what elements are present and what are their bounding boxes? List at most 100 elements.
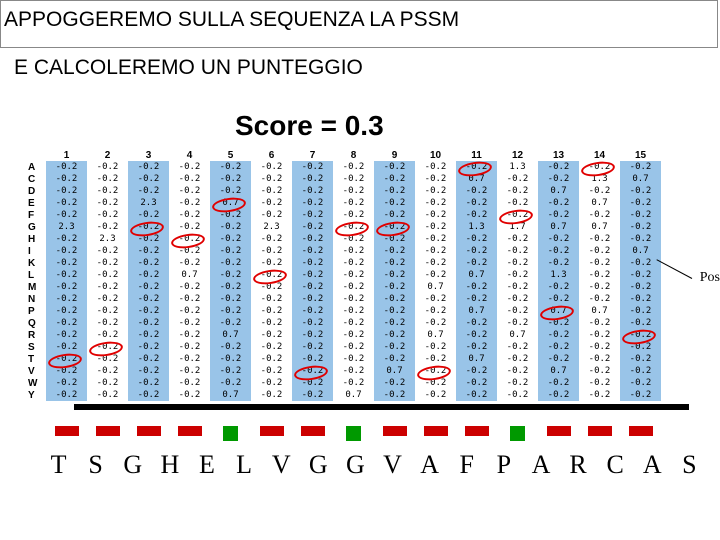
matrix-cell: -0.2	[333, 257, 374, 269]
sequence-letter: A	[522, 450, 559, 480]
matrix-cell: -0.2	[128, 269, 169, 281]
score-label: Score = 0.3	[235, 110, 384, 142]
matrix-cell: -0.2	[251, 245, 292, 257]
matrix-cell: -0.2	[579, 389, 620, 401]
matrix-cell: -0.2	[251, 305, 292, 317]
matrix-row: R-0.2-0.2-0.2-0.20.7-0.2-0.2-0.2-0.20.7-…	[28, 329, 668, 341]
matrix-cell: -0.2	[415, 245, 456, 257]
matrix-cell: -0.2	[620, 293, 661, 305]
matrix-cell: -0.2	[456, 341, 497, 353]
matrix-cell: -0.2	[538, 341, 579, 353]
matrix-cell: -0.2	[333, 317, 374, 329]
col-header: 6	[251, 150, 292, 161]
mark-cell	[579, 426, 620, 441]
matrix-cell: -0.2	[251, 365, 292, 377]
matrix-cell: -0.2	[87, 257, 128, 269]
matrix-cell: 0.7	[538, 365, 579, 377]
matrix-cell: 0.7	[579, 305, 620, 317]
matrix-cell: -0.2	[292, 269, 333, 281]
col-header: 15	[620, 150, 661, 161]
matrix-cell: -0.2	[415, 353, 456, 365]
row-label: P	[28, 306, 46, 317]
col-header: 5	[210, 150, 251, 161]
matrix-cell: -0.2	[538, 377, 579, 389]
matrix-cell: -0.2	[169, 293, 210, 305]
matrix-cell: -0.2	[292, 353, 333, 365]
matrix-cell: -0.2	[169, 329, 210, 341]
matrix-cell: 0.7	[538, 221, 579, 233]
matrix-cell: -0.2	[374, 173, 415, 185]
matrix-row: E-0.2-0.22.3-0.20.7-0.2-0.2-0.2-0.2-0.2-…	[28, 197, 668, 209]
matrix-cell: 0.7	[620, 173, 661, 185]
matrix-row: T-0.2-0.2-0.2-0.2-0.2-0.2-0.2-0.2-0.2-0.…	[28, 353, 668, 365]
row-label: I	[28, 246, 46, 257]
mark-cell	[46, 426, 87, 441]
row-label: M	[28, 282, 46, 293]
matrix-cell: -0.2	[538, 245, 579, 257]
matrix-row: N-0.2-0.2-0.2-0.2-0.2-0.2-0.2-0.2-0.2-0.…	[28, 293, 668, 305]
col-header: 14	[579, 150, 620, 161]
matrix-cell: -0.2	[46, 365, 87, 377]
sequence-letter: S	[671, 450, 708, 480]
matrix-cell: -0.2	[333, 365, 374, 377]
matrix-cell: 1.3	[538, 269, 579, 281]
matrix-cell: -0.2	[497, 209, 538, 221]
matrix-cell: -0.2	[538, 389, 579, 401]
matrix-cell: -0.2	[538, 317, 579, 329]
matrix-cell: -0.2	[169, 185, 210, 197]
matrix-row: M-0.2-0.2-0.2-0.2-0.2-0.2-0.2-0.2-0.20.7…	[28, 281, 668, 293]
sequence-letter: A	[634, 450, 671, 480]
matrix-cell: -0.2	[128, 257, 169, 269]
matrix-cell: -0.2	[497, 185, 538, 197]
sequence-letter: P	[485, 450, 522, 480]
matrix-cell: -0.2	[415, 185, 456, 197]
square-marker	[346, 426, 361, 441]
matrix-cell: -0.2	[251, 185, 292, 197]
row-label: S	[28, 342, 46, 353]
dash-marker	[424, 426, 448, 436]
matrix-cell: -0.2	[456, 317, 497, 329]
matrix-cell: -0.2	[46, 341, 87, 353]
matrix-cell: -0.2	[456, 161, 497, 173]
matrix-cell: -0.2	[333, 281, 374, 293]
matrix-cell: -0.2	[374, 293, 415, 305]
matrix-cell: 2.3	[46, 221, 87, 233]
heading-1: APPOGGEREMO SULLA SEQUENZA LA PSSM	[4, 8, 459, 32]
matrix-cell: -0.2	[292, 245, 333, 257]
matrix-cell: -0.2	[374, 353, 415, 365]
matrix-cell: -0.2	[128, 317, 169, 329]
matrix-cell: -0.2	[251, 293, 292, 305]
matrix-cell: -0.2	[456, 329, 497, 341]
matrix-cell: -0.2	[128, 221, 169, 233]
mark-cell	[169, 426, 210, 441]
row-label: W	[28, 378, 46, 389]
matrix-cell: -0.2	[538, 209, 579, 221]
matrix-cell: -0.2	[128, 353, 169, 365]
row-label: N	[28, 294, 46, 305]
matrix-cell: -0.2	[374, 317, 415, 329]
matrix-cell: -0.2	[46, 233, 87, 245]
matrix-cell: -0.2	[374, 377, 415, 389]
matrix-cell: 2.3	[87, 233, 128, 245]
col-header: 9	[374, 150, 415, 161]
matrix-cell: -0.2	[497, 341, 538, 353]
matrix-cell: -0.2	[333, 173, 374, 185]
matrix-cell: -0.2	[87, 341, 128, 353]
matrix-cell: -0.2	[497, 197, 538, 209]
matrix-cell: -0.2	[374, 185, 415, 197]
col-header: 4	[169, 150, 210, 161]
matrix-cell: -0.2	[415, 209, 456, 221]
matrix-cell: 0.7	[456, 269, 497, 281]
matrix-cell: -0.2	[456, 389, 497, 401]
matrix-cell: -0.2	[497, 173, 538, 185]
matrix-cell: 0.7	[333, 389, 374, 401]
matrix-cell: -0.2	[169, 233, 210, 245]
matrix-cell: -0.2	[579, 269, 620, 281]
sequence-letter: G	[114, 450, 151, 480]
matrix-cell: -0.2	[292, 281, 333, 293]
matrix-cell: -0.2	[87, 269, 128, 281]
matrix-cell: -0.2	[87, 185, 128, 197]
sequence-letter: E	[188, 450, 225, 480]
matrix-cell: 1.7	[497, 221, 538, 233]
dash-marker	[96, 426, 120, 436]
